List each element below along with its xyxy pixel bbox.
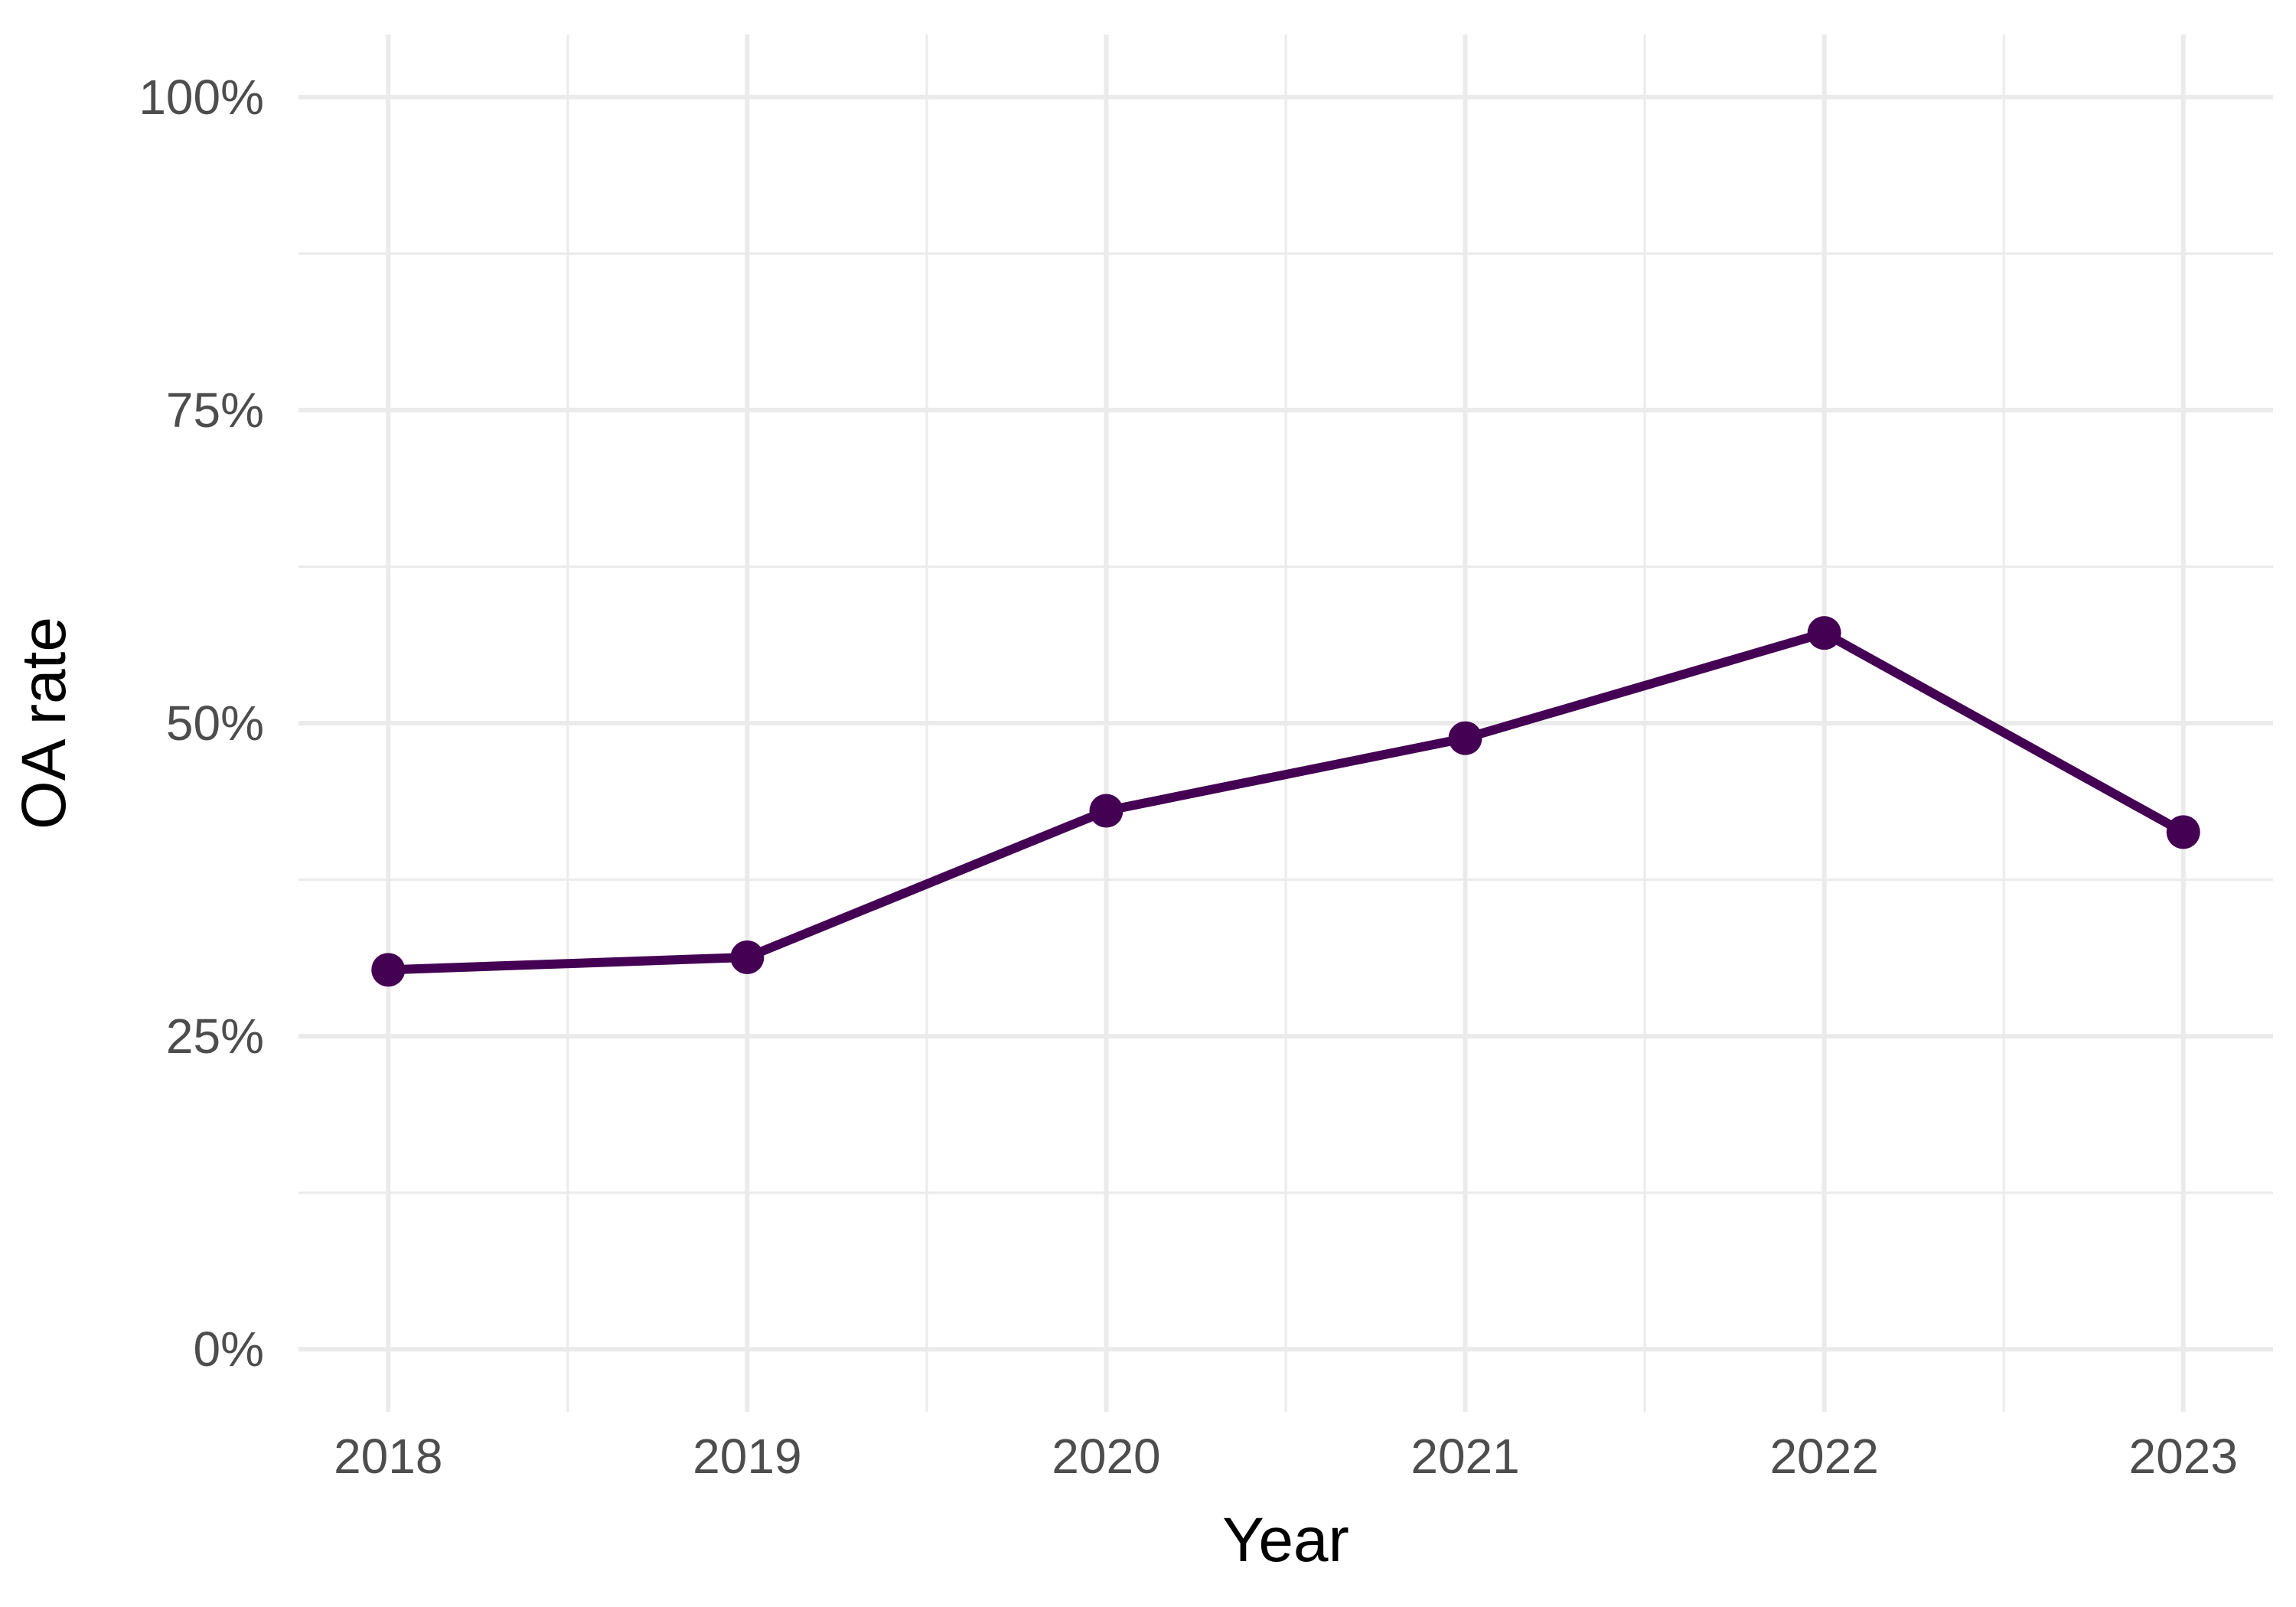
x-axis-title: Year bbox=[1222, 1505, 1349, 1575]
y-axis-title: OA rate bbox=[9, 617, 79, 830]
x-axis-ticks: 2018 2019 2020 2021 2022 2023 bbox=[334, 1429, 2238, 1484]
data-point bbox=[730, 940, 765, 974]
x-tick-label: 2023 bbox=[2129, 1429, 2238, 1484]
y-tick-label: 100% bbox=[139, 70, 264, 125]
x-tick-label: 2019 bbox=[693, 1429, 801, 1484]
y-tick-label: 25% bbox=[166, 1009, 264, 1064]
data-point bbox=[1089, 794, 1124, 828]
data-point bbox=[1807, 616, 1841, 650]
data-point bbox=[2166, 815, 2200, 849]
data-point bbox=[371, 953, 406, 987]
x-tick-label: 2022 bbox=[1769, 1429, 1878, 1484]
data-point bbox=[1448, 721, 1482, 755]
y-axis-ticks: 0% 25% 50% 75% 100% bbox=[139, 70, 264, 1377]
x-tick-label: 2021 bbox=[1411, 1429, 1519, 1484]
y-tick-label: 75% bbox=[166, 383, 264, 438]
x-tick-label: 2020 bbox=[1052, 1429, 1160, 1484]
y-tick-label: 50% bbox=[166, 696, 264, 751]
y-tick-label: 0% bbox=[194, 1322, 265, 1377]
series-line bbox=[388, 628, 2186, 975]
x-tick-label: 2018 bbox=[334, 1429, 442, 1484]
series-layer bbox=[371, 616, 2200, 987]
grid bbox=[298, 34, 2273, 1412]
